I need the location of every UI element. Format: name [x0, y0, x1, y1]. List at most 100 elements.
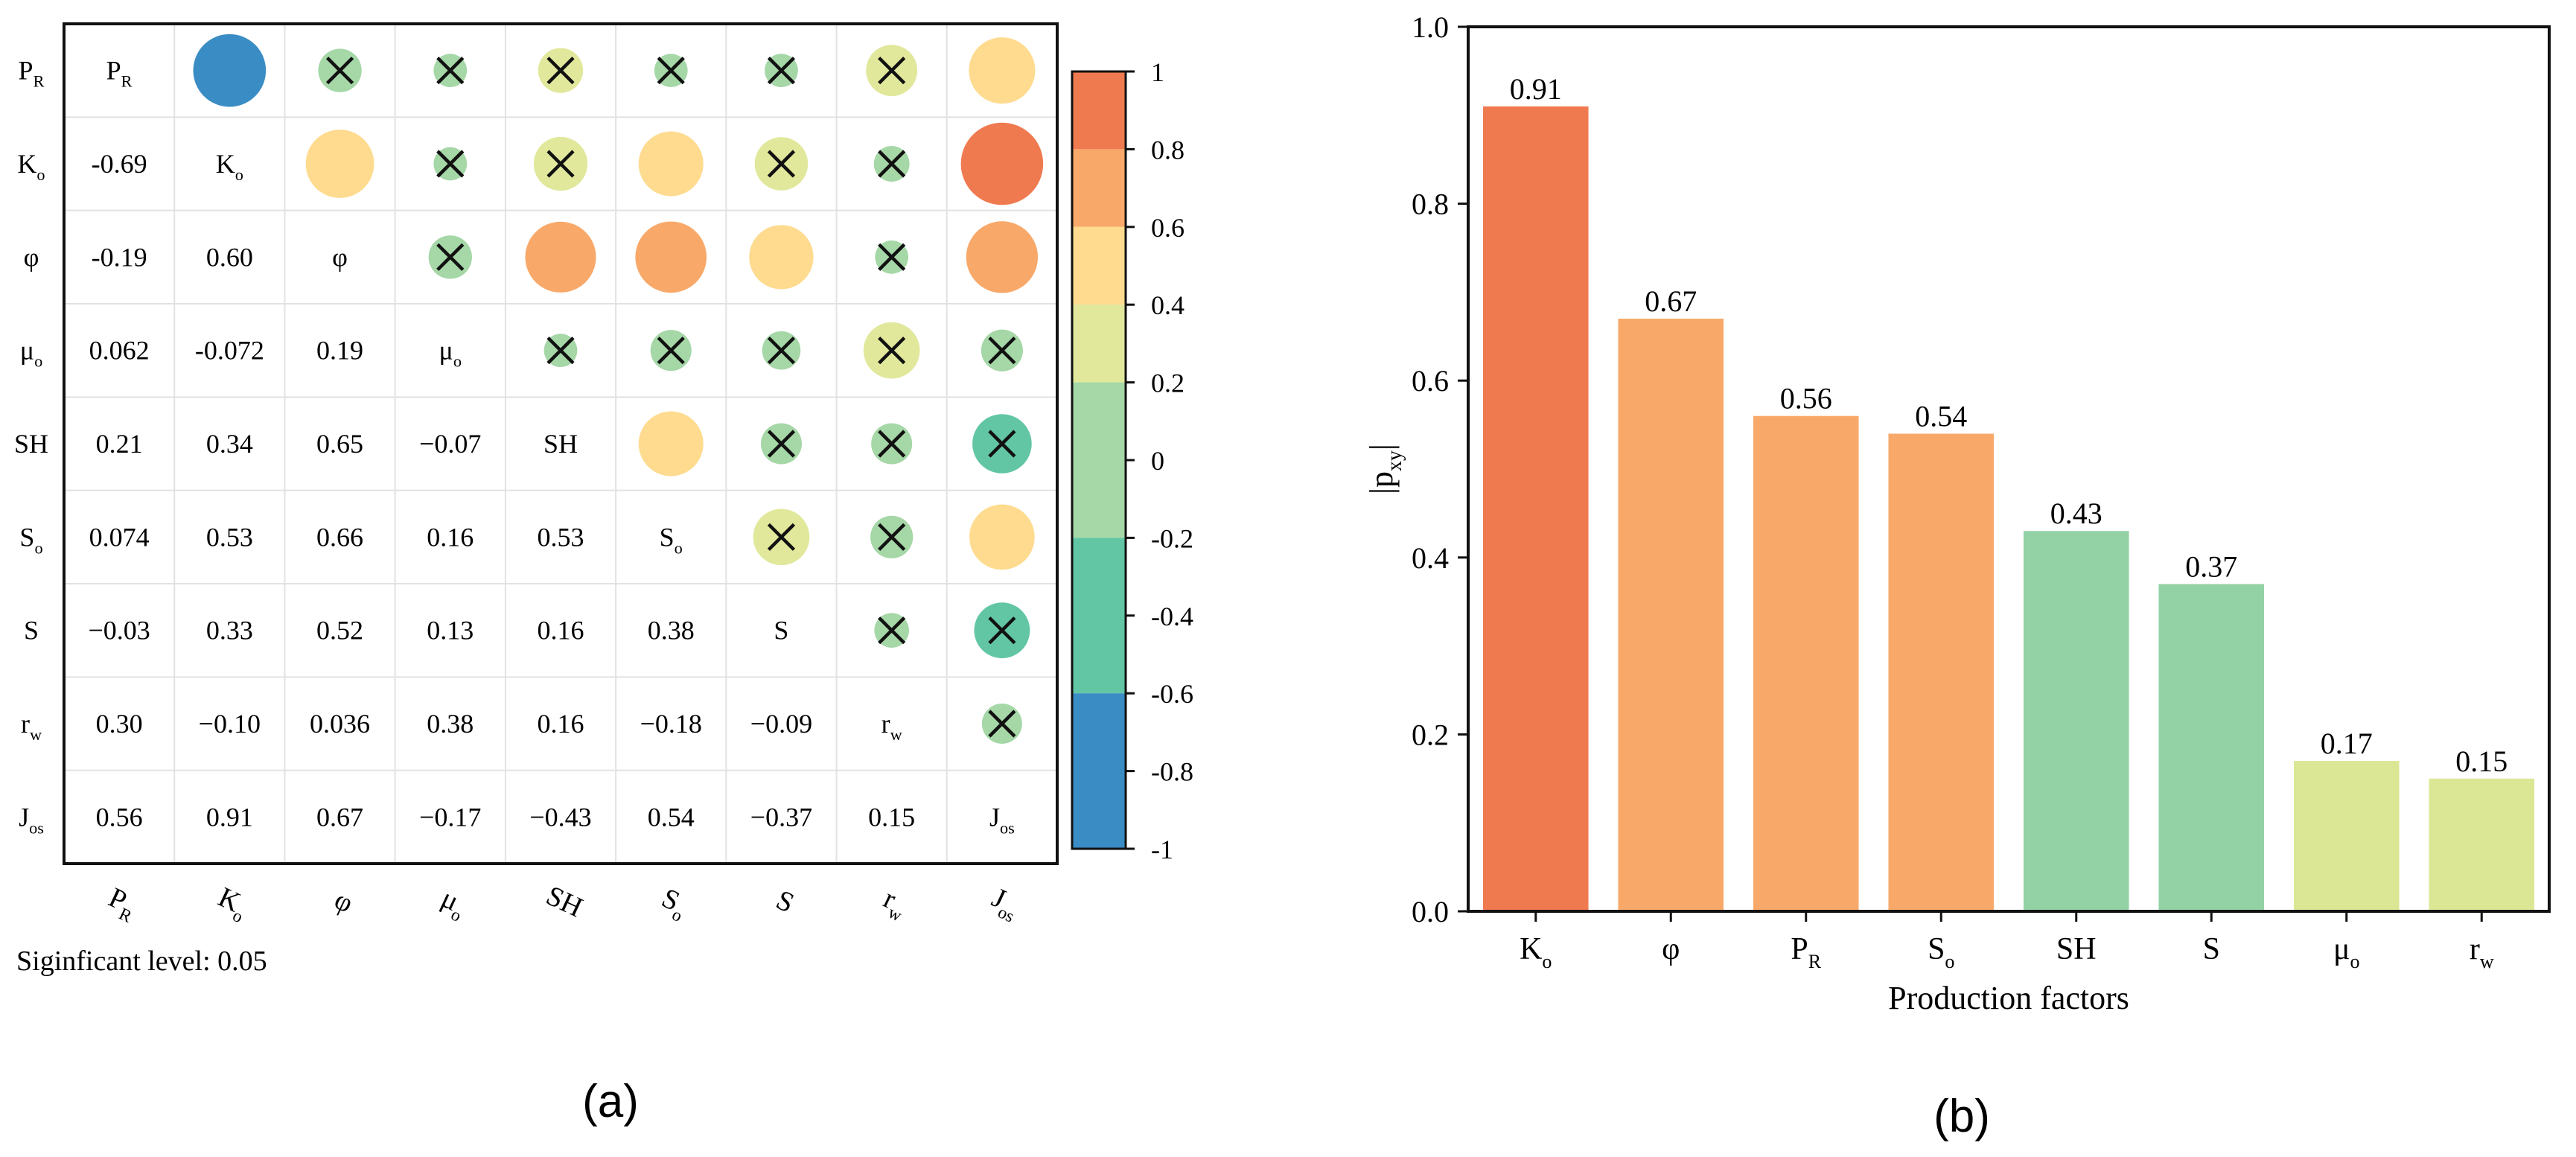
- correlation-circle: [969, 37, 1036, 104]
- heatmap-row-label-base: φ: [24, 242, 39, 272]
- heatmap-value-label: -0.19: [92, 242, 147, 272]
- heatmap-row-label-sub: w: [30, 725, 42, 744]
- heatmap-row-label: PR: [19, 56, 45, 91]
- heatmap-value-label: −0.43: [529, 802, 591, 832]
- bar-value-label: 0.91: [1510, 72, 1562, 106]
- colorbar-tick-label: -1: [1151, 835, 1173, 864]
- heatmap-row-label-sub: R: [34, 72, 45, 91]
- bar: [1888, 433, 1995, 911]
- heatmap-value-label: 0.54: [648, 802, 695, 832]
- not-significant-cross: [657, 337, 685, 365]
- heatmap-diagonal-label-sub: o: [675, 538, 683, 557]
- heatmap-row-label-base: μ: [20, 336, 34, 366]
- ylabel-end: |: [1363, 444, 1400, 450]
- not-significant-cross: [325, 57, 354, 85]
- heatmap-row-label-sub: os: [29, 818, 44, 837]
- x-tick-label-sub: o: [2350, 951, 2360, 972]
- heatmap-value-label: 0.38: [427, 709, 474, 739]
- heatmap-row-label-base: SH: [14, 429, 48, 459]
- x-tick-label: S: [2203, 932, 2220, 966]
- x-tick-label: φ: [1662, 932, 1680, 966]
- heatmap-value-label: 0.16: [538, 709, 584, 739]
- heatmap-value-label: 0.13: [427, 616, 474, 646]
- colorbar-tick-label: -0.4: [1151, 602, 1193, 631]
- heatmap-row-label: φ: [24, 242, 39, 272]
- heatmap-frame: [63, 22, 1059, 865]
- not-significant-cross: [436, 243, 465, 271]
- heatmap-value-label: 0.34: [206, 429, 253, 459]
- significance-note: Siginficant level: 0.05: [16, 946, 267, 977]
- x-tick-label: PR: [1791, 932, 1821, 972]
- heatmap-row-label: S: [24, 616, 39, 646]
- colorbar-band: [1072, 149, 1126, 227]
- x-tick-label-base: S: [2203, 932, 2220, 966]
- bar-value-label: 0.15: [2455, 745, 2508, 778]
- heatmap-value-label: −0.18: [640, 709, 702, 739]
- colorbar-tick-label: 0: [1151, 446, 1164, 476]
- heatmap-value-label: 0.60: [206, 242, 253, 272]
- heatmap-value-label: −0.17: [419, 802, 481, 832]
- x-tick-label: rw: [2470, 932, 2494, 972]
- bar-series: 0.91 0.67 0.56 0.54 0.43 0.37 0.17 0.15: [1482, 72, 2535, 911]
- heatmap-diagonal-label: φ: [332, 242, 348, 272]
- heatmap-value-label: 0.062: [89, 336, 150, 366]
- heatmap-value-label: 0.65: [316, 429, 363, 459]
- heatmap-row-label: Jos: [19, 802, 44, 837]
- heatmap-value-label: 0.16: [427, 522, 474, 552]
- x-tick-label-base: r: [2470, 932, 2480, 966]
- bar: [2429, 778, 2535, 911]
- panel-label-b: (b): [1933, 1091, 1990, 1142]
- heatmap-diagonal-label: Ko: [216, 149, 243, 184]
- x-tick-label-base: μ: [2333, 932, 2350, 966]
- y-tick-label: 0.6: [1412, 364, 1449, 398]
- heatmap-value-label: 0.33: [206, 616, 253, 646]
- colorbar-band: [1072, 226, 1126, 305]
- x-tick-label-sub: o: [1542, 951, 1552, 972]
- heatmap-diagonal-label-base: S: [660, 522, 675, 552]
- bar-value-label: 0.54: [1915, 399, 1967, 433]
- bar-value-label: 0.67: [1645, 284, 1697, 318]
- not-significant-cross: [767, 430, 796, 458]
- y-tick-label: 0.8: [1412, 188, 1449, 221]
- not-significant-cross: [878, 523, 906, 551]
- correlation-circle: [966, 221, 1039, 293]
- heatmap-diagonal-label-sub: w: [890, 725, 903, 744]
- heatmap-diagonal-label-sub: o: [453, 352, 462, 371]
- heatmap-value-label: -0.69: [92, 149, 147, 179]
- correlation-circle: [525, 221, 596, 293]
- heatmap-diagonal-label: PR: [106, 56, 133, 91]
- heatmap-value-label: 0.56: [96, 802, 143, 832]
- colorbar: 1 0.8 0.6 0.4 0.2 0 -0.2 -0.4 -0.6 -0.8 -1: [1071, 57, 1193, 864]
- heatmap-value-label: −0.09: [750, 709, 812, 739]
- not-significant-cross: [878, 337, 906, 365]
- bar: [1482, 106, 1589, 911]
- heatmap-value-label: 0.38: [648, 616, 695, 646]
- heatmap-row-label: μo: [20, 336, 42, 371]
- heatmap-grid: [64, 24, 1057, 864]
- heatmap-row-label-sub: o: [34, 538, 42, 557]
- heatmap-row-label-sub: o: [34, 352, 42, 371]
- bar-value-label: 0.37: [2185, 549, 2237, 583]
- not-significant-cross: [878, 616, 906, 645]
- bar-value-label: 0.17: [2321, 727, 2373, 760]
- correlation-circle: [960, 122, 1044, 205]
- x-tick-label-sub: R: [1808, 951, 1822, 972]
- heatmap-value-label: −0.10: [199, 709, 261, 739]
- heatmap-value-label: -0.072: [195, 336, 264, 366]
- x-tick-label-base: S: [1928, 932, 1945, 966]
- heatmap-value-label: 0.21: [96, 429, 143, 459]
- heatmap-value-label: −0.07: [419, 429, 481, 459]
- x-tick-label-base: K: [1520, 932, 1542, 966]
- heatmap-diagonal-label: rw: [881, 709, 903, 744]
- not-significant-cross: [878, 150, 906, 178]
- colorbar-band: [1072, 693, 1126, 849]
- x-tick-label-sub: w: [2480, 951, 2494, 972]
- heatmap-diagonal-label-sub: o: [235, 165, 243, 184]
- not-significant-cross: [436, 150, 465, 178]
- bar-chart-frame: [1467, 25, 2551, 913]
- x-tick-label: Ko: [1520, 932, 1552, 972]
- heatmap-row-label: rw: [21, 709, 42, 744]
- not-significant-cross: [436, 57, 465, 85]
